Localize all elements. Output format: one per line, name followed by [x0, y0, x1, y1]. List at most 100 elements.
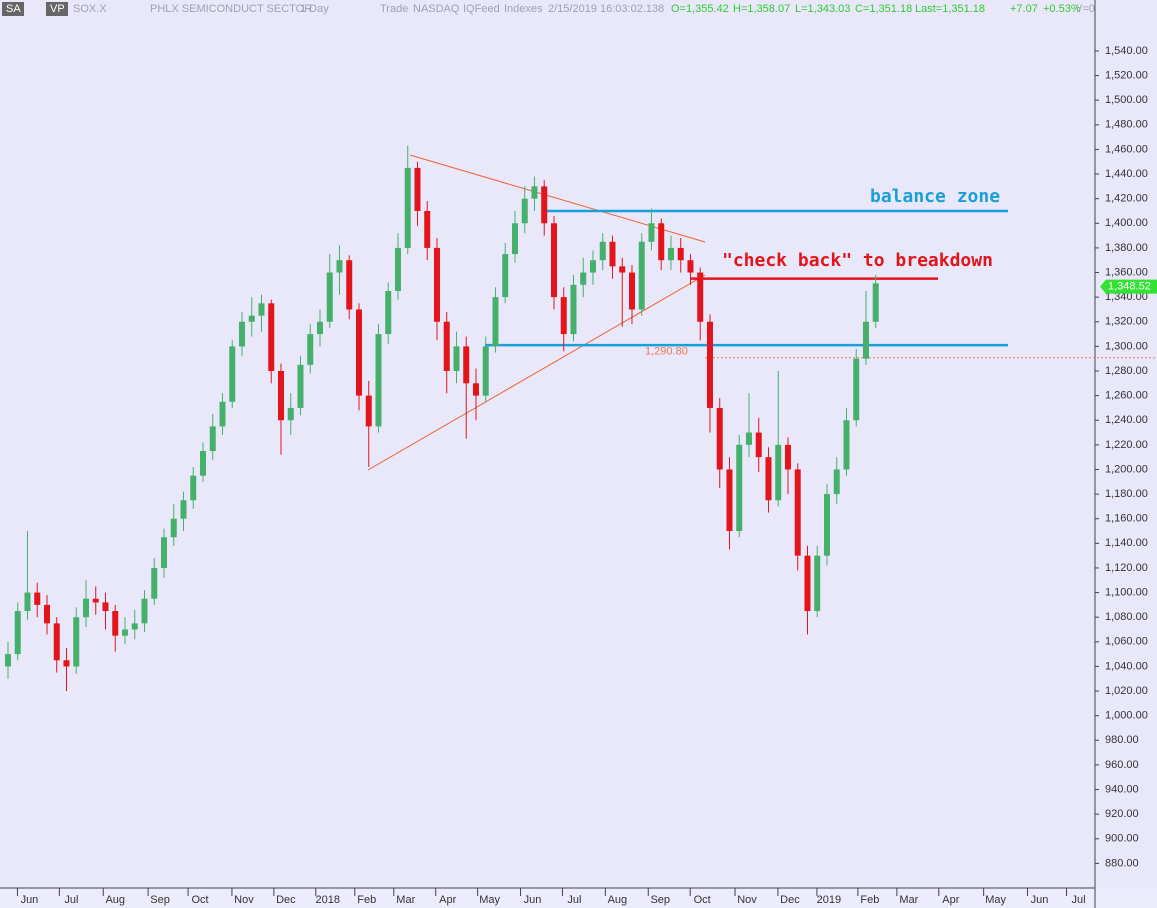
- header-item: Trade: [380, 3, 408, 15]
- y-tick-label: 1,020.00: [1105, 685, 1148, 697]
- x-tick-label: Nov: [234, 894, 254, 906]
- candle-body: [92, 598, 99, 603]
- candle-body: [375, 334, 382, 427]
- x-axis-strip: [0, 888, 1157, 908]
- candle-body: [297, 364, 304, 408]
- candle-body: [199, 451, 206, 476]
- candle-body: [823, 494, 830, 556]
- candle-body: [550, 223, 557, 298]
- candle-body: [394, 247, 401, 291]
- header-item: PHLX SEMICONDUCT SECTOR: [150, 3, 312, 15]
- candle-body: [736, 444, 743, 532]
- candle-body: [814, 555, 821, 612]
- candle-body: [4, 654, 11, 667]
- candle-body: [628, 272, 635, 310]
- header-item[interactable]: VP: [50, 3, 65, 15]
- x-tick-label: Mar: [899, 894, 918, 906]
- y-tick-label: 1,000.00: [1105, 710, 1148, 722]
- candle-body: [745, 432, 752, 445]
- candle-body: [43, 604, 50, 624]
- x-tick-label: Jul: [64, 894, 78, 906]
- y-tick-label: 1,420.00: [1105, 193, 1148, 205]
- candle-body: [726, 469, 733, 532]
- candle-body: [238, 321, 245, 347]
- candle-body: [619, 266, 626, 273]
- candle-body: [121, 629, 128, 636]
- header-item: L=1,343.03: [795, 3, 850, 15]
- y-tick-label: 1,100.00: [1105, 586, 1148, 598]
- candle-body: [336, 260, 343, 273]
- candle-body: [472, 383, 479, 396]
- x-tick-label: May: [985, 894, 1006, 906]
- y-tick-label: 1,320.00: [1105, 316, 1148, 328]
- y-tick-label: 1,300.00: [1105, 340, 1148, 352]
- header-item[interactable]: SA: [6, 3, 21, 15]
- candle-body: [131, 623, 138, 630]
- header-item: SOX.X: [73, 3, 107, 15]
- candle-body: [141, 598, 148, 624]
- y-tick-label: 1,160.00: [1105, 513, 1148, 525]
- header-item: O=1,355.42: [671, 3, 729, 15]
- candle-body: [82, 598, 89, 618]
- candle-body: [784, 444, 791, 470]
- x-tick-label: Apr: [942, 894, 959, 906]
- y-tick-label: 1,400.00: [1105, 217, 1148, 229]
- candle-body: [248, 315, 255, 322]
- last-price-label: 1,348.52: [1108, 281, 1151, 293]
- candle-body: [424, 210, 431, 248]
- y-tick-label: 1,200.00: [1105, 463, 1148, 475]
- candle-body: [492, 297, 499, 347]
- candle-body: [287, 407, 294, 421]
- y-tick-label: 1,440.00: [1105, 168, 1148, 180]
- candle-body: [853, 358, 860, 421]
- y-tick-label: 1,040.00: [1105, 660, 1148, 672]
- x-tick-label: Dec: [276, 894, 296, 906]
- candle-body: [716, 407, 723, 470]
- candle-body: [531, 186, 538, 199]
- candle-body: [404, 167, 411, 248]
- y-tick-label: 1,380.00: [1105, 242, 1148, 254]
- candle-body: [667, 247, 674, 261]
- candle-body: [541, 186, 548, 224]
- y-tick-label: 1,180.00: [1105, 488, 1148, 500]
- candle-body: [580, 272, 587, 285]
- candle-body: [843, 420, 850, 470]
- y-tick-label: 1,240.00: [1105, 414, 1148, 426]
- y-tick-label: 960.00: [1105, 759, 1139, 771]
- candle-body: [190, 475, 197, 501]
- y-tick-label: 1,120.00: [1105, 562, 1148, 574]
- y-tick-label: 1,480.00: [1105, 119, 1148, 131]
- header-item: H=1,358.07: [733, 3, 790, 15]
- y-tick-label: 1,340.00: [1105, 291, 1148, 303]
- x-tick-label: Dec: [780, 894, 800, 906]
- candle-body: [599, 241, 606, 261]
- candle-body: [258, 303, 265, 316]
- candle-body: [687, 260, 694, 273]
- annotation: "check back" to breakdown: [722, 250, 993, 271]
- candle-body: [648, 223, 655, 242]
- candle-body: [53, 623, 60, 661]
- candle-body: [453, 346, 460, 372]
- candle-body: [112, 611, 119, 636]
- y-tick-label: 1,540.00: [1105, 45, 1148, 57]
- candle-body: [316, 321, 323, 335]
- candle-body: [326, 272, 333, 322]
- candle-body: [180, 500, 187, 519]
- header-item: +0.53%: [1043, 3, 1081, 15]
- trendline-upper: [409, 154, 706, 243]
- header: SA VP SOX.X PHLX SEMICONDUCT SECTOR 1 Da…: [2, 2, 1095, 16]
- candle-body: [102, 602, 109, 612]
- candle-body: [765, 457, 772, 501]
- badge: [2, 2, 24, 16]
- candle-body: [219, 401, 226, 427]
- header-item: Last=1,351.18: [915, 3, 985, 15]
- y-tick-label: 980.00: [1105, 734, 1139, 746]
- header-item: +7.07: [1010, 3, 1038, 15]
- candle-body: [73, 617, 80, 667]
- candle-body: [14, 611, 21, 655]
- y-tick-label: 1,220.00: [1105, 439, 1148, 451]
- candle-body: [385, 290, 392, 335]
- header-item: 16:03:02.138: [600, 3, 664, 15]
